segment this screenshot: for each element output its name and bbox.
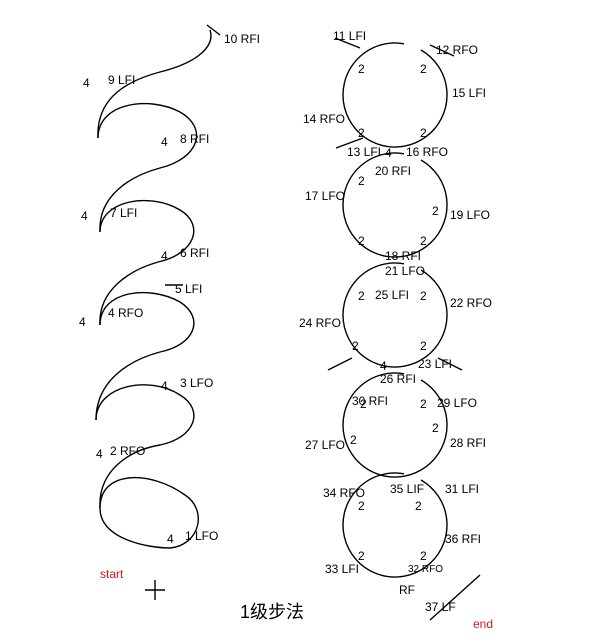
rf-label: RF [399, 584, 415, 596]
step-label: 27 LFO [305, 439, 345, 451]
step-label: 23 LFI [418, 358, 452, 370]
step-label: 26 RFI [380, 373, 416, 385]
count-label: 4 [96, 448, 103, 460]
count-label: 2 [420, 63, 427, 75]
step-label: 31 LFI [445, 483, 479, 495]
count-label: 2 [350, 434, 357, 446]
step-label: 35 LIF [390, 483, 424, 495]
step-label: 16 RFO [406, 146, 448, 158]
step-label: 3 LFO [180, 377, 213, 389]
step-label: 28 RFI [450, 437, 486, 449]
step-label: 25 LFI [375, 289, 409, 301]
count-label: 2 [420, 340, 427, 352]
count-label: 2 [420, 127, 427, 139]
count-label: 4 [79, 316, 86, 328]
step-label: 4 RFO [108, 307, 143, 319]
step-label: 37 LF [425, 601, 456, 613]
step-label: 5 LFI [175, 283, 202, 295]
step-label: 22 RFO [450, 297, 492, 309]
count-label: 2 [420, 235, 427, 247]
step-label: 18 RFI [385, 250, 421, 262]
count-label: 2 [358, 175, 365, 187]
count-label: 4 [81, 210, 88, 222]
step-label: 9 LFI [108, 74, 135, 86]
step-label: 8 RFI [180, 133, 209, 145]
count-label: 4 [83, 77, 90, 89]
step-label: 21 LFO [385, 265, 425, 277]
step-label: 15 LFI [452, 87, 486, 99]
step-label: 19 LFO [450, 209, 490, 221]
count-label: 4 [161, 380, 168, 392]
step-label: 2 RFO [110, 445, 145, 457]
count-label: 2 [358, 127, 365, 139]
count-label: 2 [420, 398, 427, 410]
step-label: 20 RFI [375, 165, 411, 177]
count-label: 2 [360, 398, 367, 410]
step-label: 12 RFO [436, 44, 478, 56]
count-label: 2 [420, 550, 427, 562]
step-label: 1 LFO [185, 530, 218, 542]
count-label: 4 [161, 250, 168, 262]
step-label: 34 RFO [323, 487, 365, 499]
count-label: 2 [358, 500, 365, 512]
count-label: 2 [358, 63, 365, 75]
step-label: 10 RFI [224, 33, 260, 45]
step-label: 30 RFI [352, 395, 388, 407]
count-label: 4 [161, 136, 168, 148]
step-label: 14 RFO [303, 113, 345, 125]
step-label: 33 LFI [325, 563, 359, 575]
page-title: 1级步法 [240, 598, 304, 624]
step-label: 29 LFO [437, 397, 477, 409]
count-label: 2 [415, 500, 422, 512]
step-label: 13 LFI [347, 146, 381, 158]
count-label: 2 [420, 290, 427, 302]
step-label: 36 RFI [445, 533, 481, 545]
count-label: 2 [358, 290, 365, 302]
end-marker: end [473, 618, 493, 630]
count-label: 4 [380, 360, 387, 372]
start-marker: start [100, 568, 123, 580]
count-label: 4 [385, 147, 392, 159]
step-label: 24 RFO [299, 317, 341, 329]
step-label: 7 LFI [110, 207, 137, 219]
count-label: 2 [352, 340, 359, 352]
step-label: 17 LFO [305, 190, 345, 202]
step-label: 6 RFI [180, 247, 209, 259]
count-label: 2 [358, 550, 365, 562]
count-label: 2 [358, 235, 365, 247]
count-label: 2 [432, 422, 439, 434]
step-label: 32 RFO [408, 565, 443, 575]
step-label: 11 LFI [333, 30, 366, 42]
count-label: 4 [167, 533, 174, 545]
count-label: 2 [432, 205, 439, 217]
